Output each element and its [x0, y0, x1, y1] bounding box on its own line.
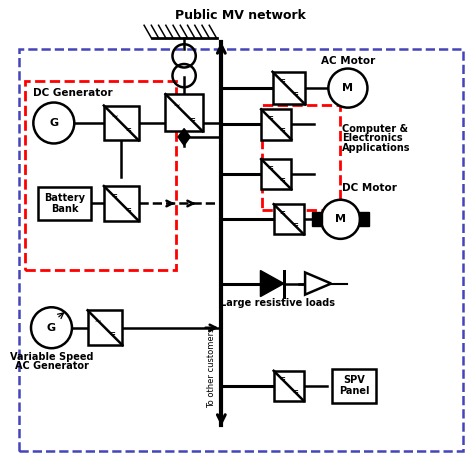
Bar	[359, 212, 369, 226]
Polygon shape	[260, 271, 284, 297]
Polygon shape	[305, 273, 331, 295]
Text: AC Generator: AC Generator	[15, 361, 89, 371]
Polygon shape	[178, 128, 190, 146]
Bar	[273, 72, 305, 104]
Text: ~: ~	[111, 112, 117, 121]
Circle shape	[321, 200, 360, 239]
Bar	[104, 106, 139, 140]
Circle shape	[33, 102, 74, 144]
Text: Computer &: Computer &	[342, 124, 408, 134]
Bar	[165, 94, 203, 131]
Bar	[104, 186, 139, 221]
Text: M: M	[335, 214, 346, 224]
Text: ~: ~	[94, 317, 101, 326]
Text: Panel: Panel	[339, 386, 369, 396]
Bar	[25, 81, 176, 270]
Bar	[261, 159, 292, 189]
Text: Bank: Bank	[51, 204, 78, 214]
Text: =: =	[280, 376, 285, 383]
Text: Electronics: Electronics	[342, 133, 403, 143]
Text: =: =	[189, 117, 195, 123]
Bar	[332, 369, 376, 402]
Text: DC Motor: DC Motor	[342, 183, 397, 193]
Text: G: G	[49, 118, 58, 128]
Bar	[273, 371, 304, 401]
Text: =: =	[126, 207, 132, 213]
Text: =: =	[111, 193, 117, 199]
Text: DC Generator: DC Generator	[33, 88, 112, 98]
Circle shape	[31, 307, 72, 348]
Text: SPV: SPV	[343, 375, 365, 385]
Text: M: M	[342, 83, 354, 93]
Bar	[262, 105, 340, 210]
Bar	[19, 48, 463, 451]
Text: =: =	[292, 389, 298, 395]
Text: Public MV network: Public MV network	[174, 9, 305, 22]
Text: =: =	[126, 127, 132, 133]
Text: ~: ~	[173, 101, 180, 110]
Text: Battery: Battery	[44, 193, 85, 203]
Bar	[312, 212, 322, 226]
Text: AC Motor: AC Motor	[321, 56, 375, 66]
Text: =: =	[267, 165, 273, 171]
Text: =: =	[280, 210, 285, 216]
Text: =: =	[280, 127, 285, 133]
Text: G: G	[47, 323, 56, 333]
Text: Variable Speed: Variable Speed	[10, 352, 93, 362]
Text: To other customers: To other customers	[207, 327, 216, 408]
Bar	[38, 187, 91, 220]
Bar	[261, 109, 292, 139]
Text: =: =	[293, 91, 299, 97]
Bar	[273, 204, 304, 235]
Text: =: =	[280, 177, 285, 183]
Text: =: =	[267, 115, 273, 121]
Circle shape	[328, 69, 367, 108]
Text: Large resistive loads: Large resistive loads	[219, 298, 335, 308]
Text: =: =	[109, 331, 115, 337]
Text: =: =	[279, 78, 285, 84]
Text: =: =	[292, 222, 298, 228]
Text: Applications: Applications	[342, 143, 411, 153]
Bar	[88, 310, 122, 345]
